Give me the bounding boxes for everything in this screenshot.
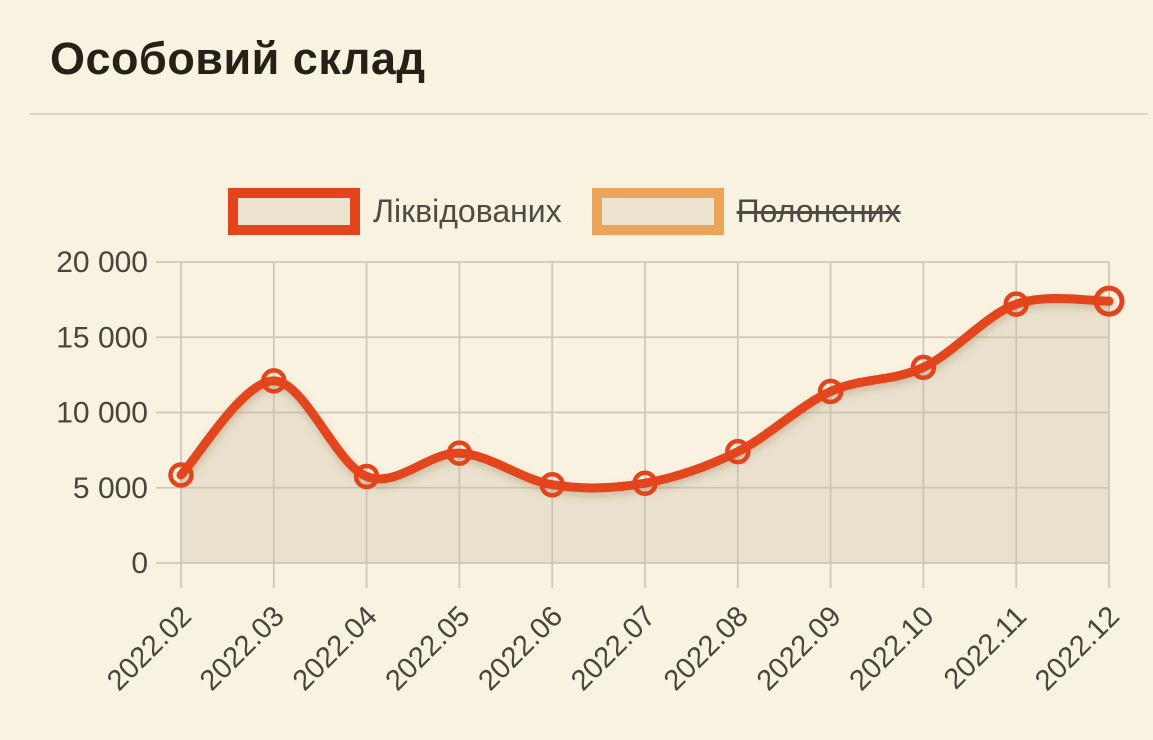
legend-item-liquidated[interactable]: Ліквідованих [228,188,562,235]
x-tick-label: 2022.10 [844,600,941,697]
data-point-marker[interactable] [725,438,751,465]
y-tick-label: 15 000 [56,321,148,354]
x-tick-label: 2022.04 [287,600,384,697]
data-point-marker[interactable] [632,470,658,496]
x-tick-label: 2022.07 [565,600,662,697]
y-tick-label: 10 000 [56,397,148,430]
data-point-marker[interactable] [353,463,380,490]
divider [30,113,1148,115]
data-point-marker[interactable] [910,354,937,381]
legend-item-captured[interactable]: Полонених [591,188,901,235]
series-line-liquidated [176,293,1114,493]
data-point-marker[interactable] [539,471,565,498]
x-tick-label: 2022.02 [101,600,198,697]
x-tick-label: 2022.08 [658,600,755,697]
y-tick-label: 20 000 [56,246,148,279]
x-tick-label: 2022.12 [1029,600,1126,697]
chart-legend: Ліквідованих Полонених [228,188,901,235]
legend-swatch-captured [591,188,724,235]
data-point-marker[interactable] [817,378,844,405]
data-point-marker[interactable] [446,440,473,466]
x-tick-label: 2022.05 [380,600,477,697]
x-tick-label: 2022.06 [472,600,569,697]
data-point-marker[interactable] [168,462,194,488]
legend-label-captured: Полонених [736,193,901,229]
legend-label-liquidated: Ліквідованих [373,193,562,229]
data-point-marker[interactable] [1093,285,1125,317]
legend-swatch-liquidated [228,188,360,235]
page-title: Особовий склад [50,33,426,84]
x-tick-label: 2022.11 [938,600,1033,695]
data-point-marker[interactable] [1003,291,1029,317]
data-point-marker[interactable] [261,368,287,394]
y-tick-label: 0 [131,547,148,580]
x-tick-label: 2022.09 [751,600,848,697]
x-tick-label: 2022.03 [194,600,291,697]
series-area-fill [181,298,1109,563]
y-tick-label: 5 000 [73,472,148,505]
